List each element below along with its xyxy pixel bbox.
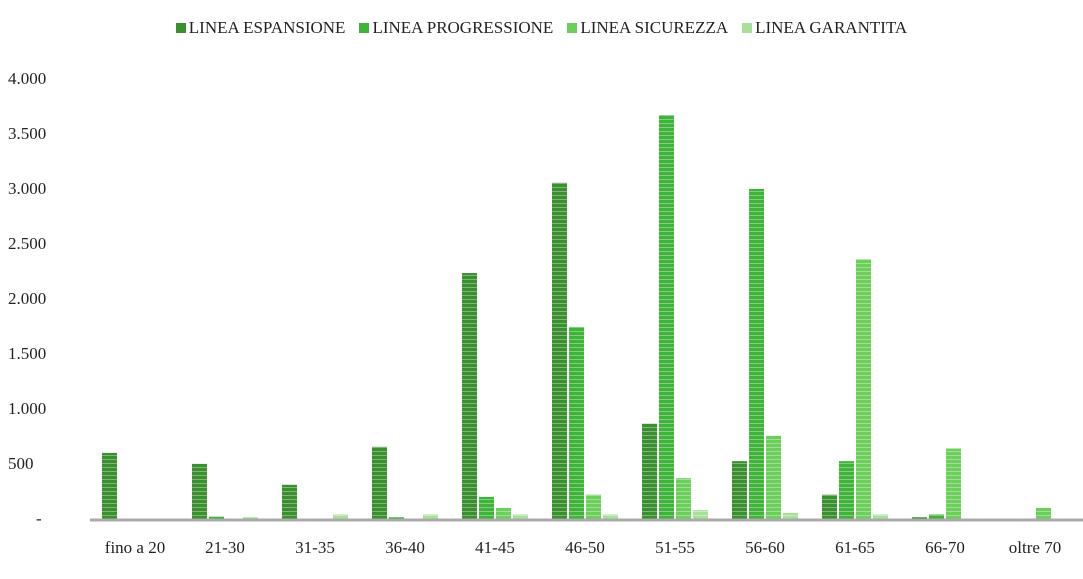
x-tick-label: 36-40: [385, 538, 425, 557]
legend-swatch: [175, 23, 186, 33]
bar-texture: [479, 496, 494, 520]
bar-texture: [749, 188, 764, 520]
bar-texture: [856, 259, 871, 520]
bar-texture: [192, 463, 207, 520]
bar-texture: [693, 510, 708, 520]
bar-texture: [552, 182, 567, 520]
bar-texture: [783, 512, 798, 520]
legend-label: LINEA SICUREZZA: [580, 18, 729, 37]
y-tick-label: 3.000: [8, 179, 46, 198]
bar-texture: [333, 514, 348, 520]
y-tick-label: 3.500: [8, 124, 46, 143]
bar-texture: [659, 115, 674, 520]
x-tick-label: 66-70: [925, 538, 965, 557]
legend: LINEA ESPANSIONE LINEA PROGRESSIONE LINEA …: [0, 18, 1083, 38]
bar-texture: [513, 514, 528, 520]
y-tick-label: 4.000: [8, 69, 46, 88]
legend-item: LINEA GARANTITA: [742, 18, 907, 38]
bar-texture: [676, 478, 691, 520]
x-tick-label: 61-65: [835, 538, 875, 557]
bar-texture: [423, 514, 438, 520]
y-tick-label: 1.500: [8, 344, 46, 363]
legend-swatch: [359, 23, 370, 33]
y-tick-label: 2.500: [8, 234, 46, 253]
bar-texture: [1036, 507, 1051, 520]
bar-texture: [732, 461, 747, 520]
bar-texture: [282, 484, 297, 520]
x-tick-label: 41-45: [475, 538, 515, 557]
bar-texture: [372, 446, 387, 520]
legend-item: LINEA PROGRESSIONE: [359, 18, 553, 38]
y-tick-label: 2.000: [8, 289, 46, 308]
bar-texture: [603, 514, 618, 520]
x-tick-label: fino a 20: [104, 538, 166, 557]
legend-label: LINEA PROGRESSIONE: [372, 18, 554, 37]
bar-texture: [102, 452, 117, 520]
legend-label: LINEA ESPANSIONE: [188, 18, 346, 37]
legend-item: LINEA ESPANSIONE: [175, 18, 346, 38]
bar-texture: [873, 514, 888, 520]
bar-texture: [946, 448, 961, 520]
x-tick-label: 31-35: [295, 538, 335, 557]
bar-texture: [496, 507, 511, 520]
x-tick-label: oltre 70: [1008, 538, 1062, 557]
bar-texture: [569, 326, 584, 520]
x-tick-label: 56-60: [745, 538, 785, 557]
bar-texture: [839, 461, 854, 520]
legend-swatch: [742, 23, 753, 33]
legend-swatch: [567, 23, 578, 33]
x-tick-label: 46-50: [565, 538, 605, 557]
y-tick-label: -: [36, 509, 42, 528]
bar-texture: [642, 423, 657, 520]
x-tick-label: 21-30: [205, 538, 245, 557]
bar-texture: [209, 516, 224, 520]
y-tick-label: 1.000: [8, 399, 46, 418]
legend-item: LINEA SICUREZZA: [567, 18, 728, 38]
x-tick-label: 51-55: [655, 538, 695, 557]
bar-texture: [766, 435, 781, 520]
legend-label: LINEA GARANTITA: [755, 18, 908, 37]
bar-texture: [929, 514, 944, 520]
bar-texture: [586, 494, 601, 520]
bar-texture: [462, 273, 477, 520]
bar-texture: [822, 494, 837, 520]
y-tick-label: 500: [8, 454, 34, 473]
